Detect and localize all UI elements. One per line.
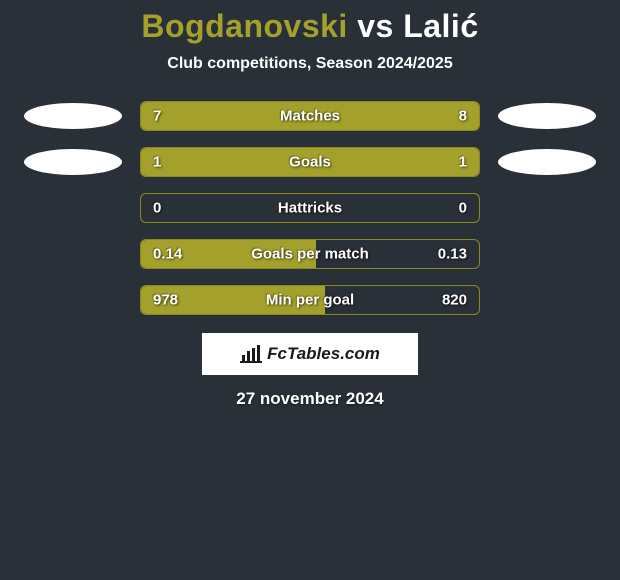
right-value: 8 [459, 108, 467, 125]
stat-label: Goals per match [251, 246, 369, 263]
stat-bar: 1 Goals 1 [140, 147, 480, 177]
stat-row: 1 Goals 1 [0, 147, 620, 177]
stat-row: 0.14 Goals per match 0.13 [0, 239, 620, 269]
player2-name: Lalić [403, 8, 478, 44]
stat-row: 0 Hattricks 0 [0, 193, 620, 223]
right-pad [498, 287, 596, 313]
subtitle: Club competitions, Season 2024/2025 [0, 55, 620, 73]
right-value: 0 [459, 200, 467, 217]
left-pad [24, 149, 122, 175]
left-value: 0.14 [153, 246, 182, 263]
stat-bar: 0 Hattricks 0 [140, 193, 480, 223]
stat-rows: 7 Matches 8 1 Goals 1 0 Hattricks 0 0.14 Goals per… [0, 101, 620, 315]
stat-label: Hattricks [278, 200, 342, 217]
right-value: 1 [459, 154, 467, 171]
left-value: 1 [153, 154, 161, 171]
left-value: 7 [153, 108, 161, 125]
stat-bar: 978 Min per goal 820 [140, 285, 480, 315]
right-pad [498, 241, 596, 267]
stat-bar: 7 Matches 8 [140, 101, 480, 131]
player1-name: Bogdanovski [141, 8, 347, 44]
stat-label: Min per goal [266, 292, 354, 309]
chart-icon [240, 345, 262, 363]
right-pad [498, 103, 596, 129]
left-pad [24, 287, 122, 313]
left-pad [24, 241, 122, 267]
right-pad [498, 195, 596, 221]
stat-row: 7 Matches 8 [0, 101, 620, 131]
stat-bar: 0.14 Goals per match 0.13 [140, 239, 480, 269]
bar-fill-left [141, 102, 299, 130]
bar-fill-right [310, 148, 479, 176]
comparison-infographic: Bogdanovski vs Lalić Club competitions, … [0, 0, 620, 409]
bar-fill-left [141, 148, 310, 176]
page-title: Bogdanovski vs Lalić [0, 8, 620, 45]
logo-text: FcTables.com [267, 344, 380, 364]
logo-box: FcTables.com [202, 333, 418, 375]
vs-label: vs [357, 8, 394, 44]
left-pad [24, 103, 122, 129]
right-value: 820 [442, 292, 467, 309]
left-value: 0 [153, 200, 161, 217]
stat-row: 978 Min per goal 820 [0, 285, 620, 315]
right-pad [498, 149, 596, 175]
date-label: 27 november 2024 [0, 389, 620, 409]
left-value: 978 [153, 292, 178, 309]
right-value: 0.13 [438, 246, 467, 263]
stat-label: Matches [280, 108, 340, 125]
stat-label: Goals [289, 154, 331, 171]
left-pad [24, 195, 122, 221]
